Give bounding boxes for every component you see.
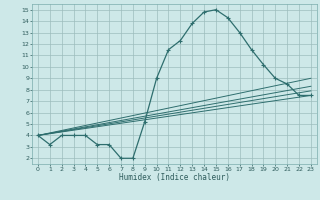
X-axis label: Humidex (Indice chaleur): Humidex (Indice chaleur) (119, 173, 230, 182)
